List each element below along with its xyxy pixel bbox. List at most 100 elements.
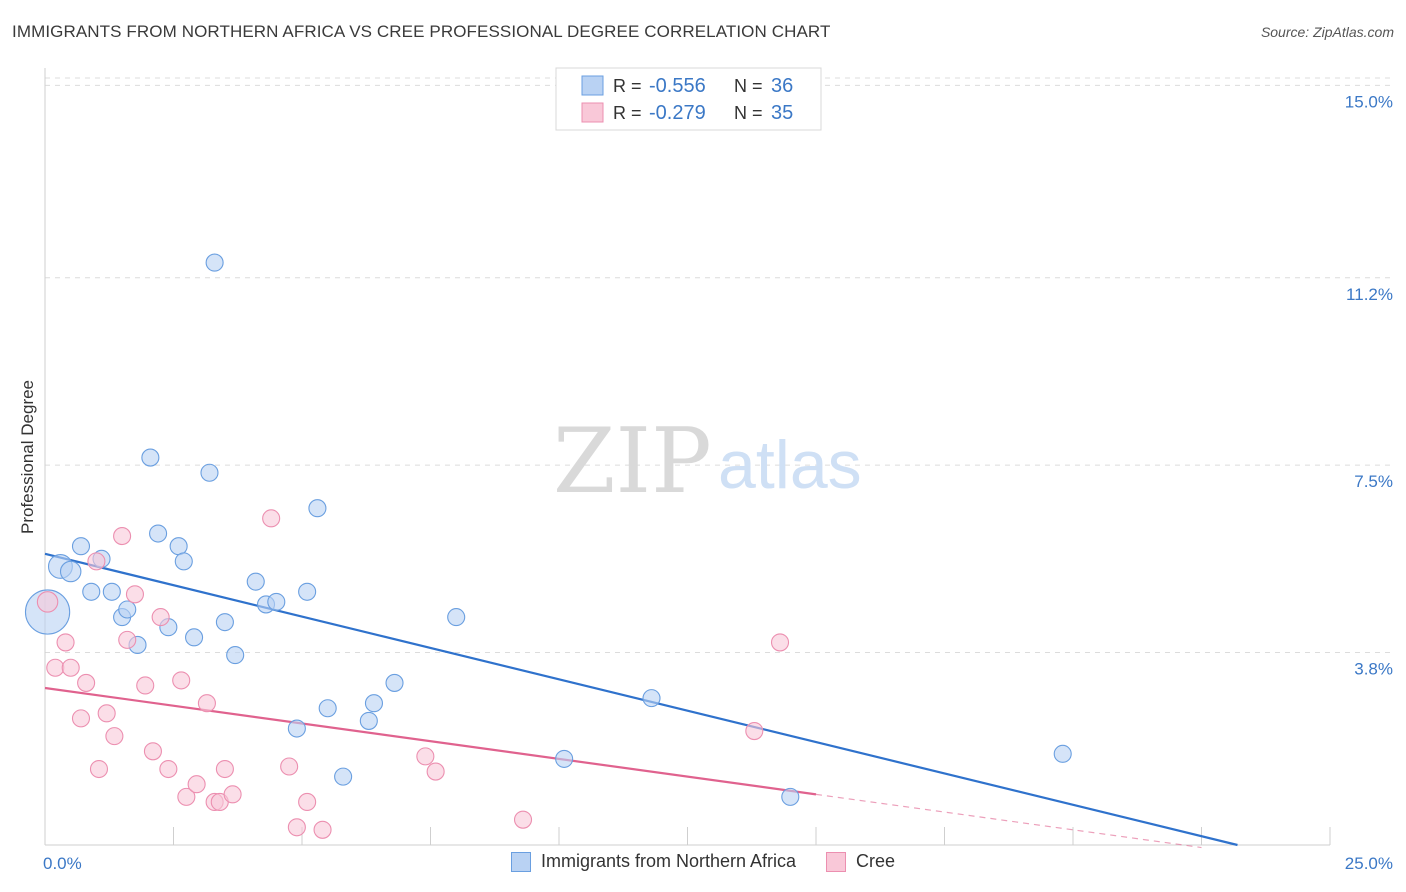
point-series-2-27 — [287, 818, 306, 837]
stats-r-value-1: -0.556 — [649, 75, 706, 97]
legend-swatch-series-2 — [826, 851, 847, 872]
point-series-2-16 — [159, 759, 178, 779]
point-series-1-4 — [82, 582, 101, 601]
point-series-1-23 — [287, 719, 306, 738]
stats-r-value-2: -0.279 — [649, 102, 706, 124]
legend-item-series-2[interactable]: Cree — [826, 851, 895, 872]
point-series-2-14 — [143, 742, 162, 761]
watermark-zip: ZIP — [553, 409, 712, 514]
y-axis-label-group: Professional Degree — [18, 380, 37, 534]
point-series-1-26 — [318, 699, 337, 718]
point-series-2-25 — [262, 509, 281, 528]
stats-swatch-1 — [581, 75, 604, 96]
point-series-2-0 — [36, 591, 59, 613]
point-series-1-29 — [364, 694, 384, 713]
point-series-2-1 — [46, 658, 65, 677]
point-series-1-11 — [149, 524, 168, 543]
point-series-1-28 — [359, 711, 378, 730]
point-series-1-25 — [308, 499, 327, 518]
point-series-1-31 — [447, 608, 466, 627]
point-series-2-11 — [118, 630, 137, 649]
stats-n-value-2: 35 — [771, 102, 793, 124]
point-series-2-8 — [97, 704, 116, 723]
point-series-2-10 — [113, 527, 132, 546]
point-series-2-5 — [77, 673, 96, 692]
point-series-2-23 — [215, 759, 234, 779]
point-series-2-2 — [56, 633, 75, 652]
point-series-2-31 — [426, 762, 445, 781]
point-series-1-32 — [555, 749, 574, 768]
x-tick-label-1: 25.0% — [1345, 854, 1393, 873]
point-series-1-6 — [102, 582, 121, 601]
legend-label-series-1: Immigrants from Northern Africa — [540, 851, 797, 871]
point-series-1-22 — [267, 592, 286, 611]
stats-legend: R = -0.556 N = 36 R = -0.279 N = 35 — [555, 67, 822, 131]
point-series-2-29 — [313, 820, 332, 839]
point-series-2-15 — [151, 608, 170, 627]
point-series-2-33 — [745, 721, 764, 741]
point-series-2-30 — [416, 747, 435, 766]
chart-title: IMMIGRANTS FROM NORTHERN AFRICA VS CREE … — [12, 22, 831, 41]
point-series-1-3 — [71, 537, 91, 556]
y-tick-label-3: 15.0% — [1345, 92, 1393, 111]
point-series-1-33 — [642, 689, 661, 708]
point-series-2-12 — [125, 585, 144, 604]
stats-n-label-2: N = — [734, 103, 763, 123]
y-tick-labels: 3.8% 7.5% 11.2% 15.0% — [1345, 92, 1393, 678]
point-series-2-26 — [280, 757, 299, 776]
point-series-1-15 — [185, 628, 204, 647]
trend-line-series-1 — [44, 552, 1238, 847]
y-tick-label-1: 7.5% — [1354, 472, 1393, 491]
point-series-2-18 — [177, 787, 196, 806]
point-series-1-16 — [200, 463, 219, 482]
point-series-1-2 — [59, 560, 82, 583]
point-series-1-13 — [169, 537, 188, 556]
trend-line-series-2 — [44, 686, 817, 796]
y-tick-label-0: 3.8% — [1354, 660, 1393, 679]
legend-label-series-2: Cree — [856, 851, 896, 871]
point-series-2-4 — [71, 709, 91, 728]
point-series-2-3 — [61, 658, 80, 677]
point-series-2-9 — [105, 727, 124, 746]
point-series-1-19 — [226, 646, 245, 665]
point-series-2-13 — [136, 676, 155, 695]
point-series-2-20 — [197, 694, 216, 713]
point-series-1-17 — [205, 253, 224, 272]
point-series-2-28 — [298, 792, 317, 812]
y-tick-label-2: 11.2% — [1346, 285, 1393, 304]
x-tick-labels: 0.0% 25.0% — [43, 854, 1393, 873]
point-series-1-18 — [215, 613, 234, 632]
legend-swatch-series-1 — [510, 851, 531, 872]
stats-r-label-2: R = — [613, 103, 642, 123]
point-series-1-30 — [385, 673, 404, 692]
legend-item-series-1[interactable]: Immigrants from Northern Africa — [510, 851, 797, 872]
axes — [44, 68, 1331, 846]
point-series-2-7 — [89, 759, 109, 779]
x-tick-label-0: 0.0% — [43, 854, 82, 873]
chart-source: Source: ZipAtlas.com — [1260, 24, 1394, 40]
watermark: ZIP atlas — [553, 409, 862, 514]
point-series-2-6 — [87, 552, 106, 571]
point-series-1-14 — [174, 552, 193, 571]
point-series-1-8 — [118, 600, 137, 619]
point-series-2-17 — [172, 671, 191, 690]
bottom-legend: Immigrants from Northern Africa Cree — [0, 851, 1406, 872]
data-points — [24, 253, 1072, 839]
watermark-atlas: atlas — [718, 427, 862, 503]
stats-r-label-1: R = — [613, 76, 642, 96]
point-series-2-24 — [223, 785, 242, 804]
trend-extension-series-2 — [815, 793, 1202, 849]
y-axis-label: Professional Degree — [18, 380, 37, 534]
point-series-2-19 — [187, 775, 206, 794]
grid-lines — [45, 77, 1395, 654]
point-series-1-34 — [781, 787, 800, 806]
point-series-1-10 — [141, 448, 160, 467]
point-series-1-35 — [1053, 744, 1072, 763]
point-series-1-20 — [246, 572, 265, 591]
point-series-1-27 — [334, 767, 353, 786]
point-series-1-24 — [298, 582, 317, 601]
stats-n-label-1: N = — [734, 76, 763, 96]
stats-n-value-1: 36 — [771, 75, 793, 97]
trend-lines — [44, 552, 1238, 849]
stats-swatch-2 — [581, 102, 604, 123]
